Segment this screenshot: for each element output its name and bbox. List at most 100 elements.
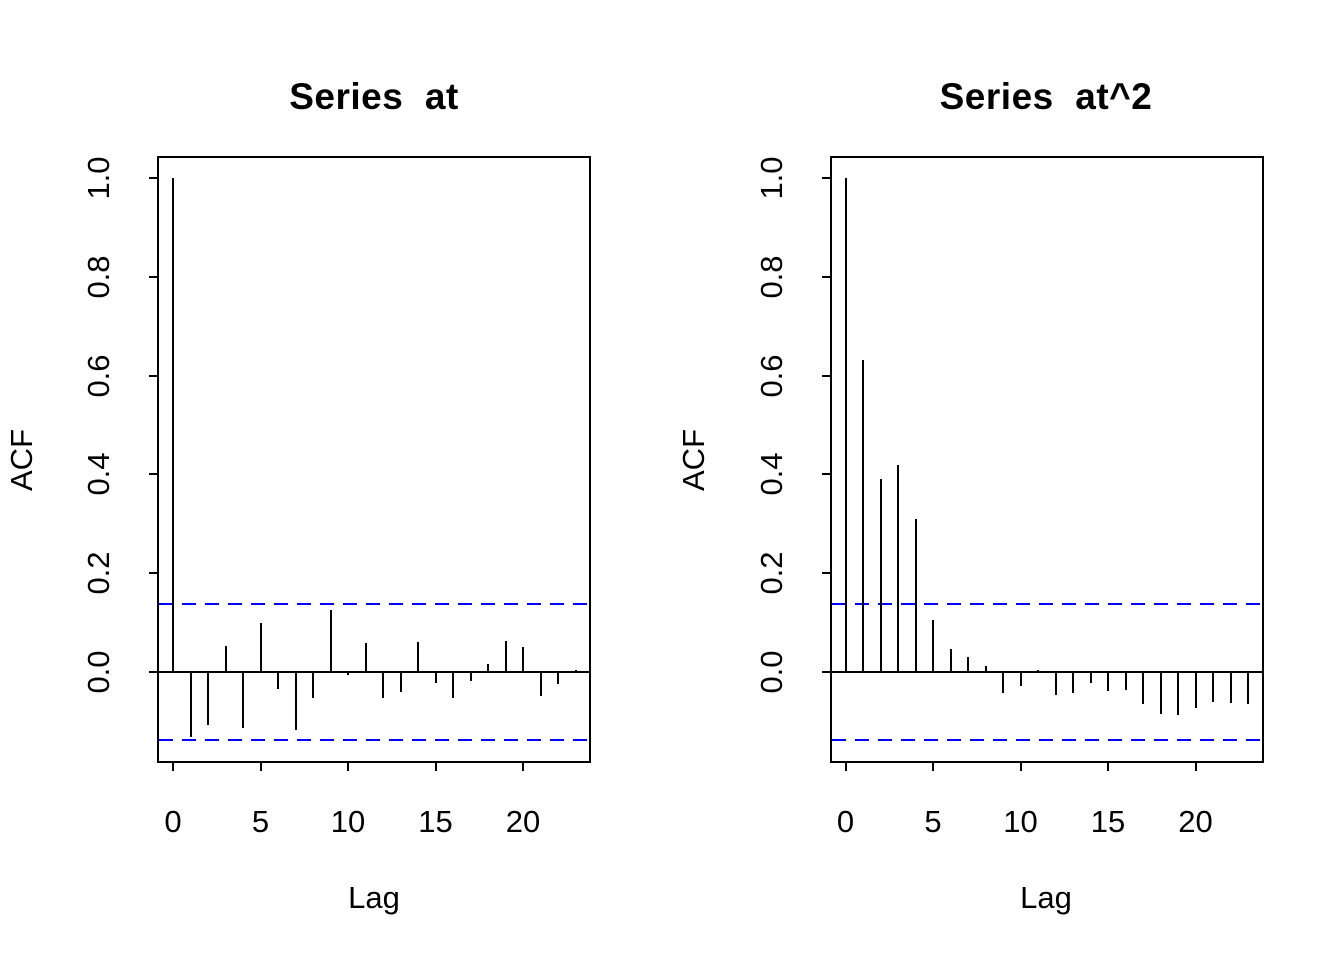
acf-bar-lag-23 (1247, 672, 1249, 705)
x-axis-title-lag: Lag (1020, 880, 1072, 915)
zero-axis-line (832, 671, 1262, 673)
y-axis-tick (822, 671, 830, 673)
acf-bar-lag-11 (1037, 670, 1039, 673)
x-axis-tick (1019, 763, 1022, 771)
x-axis-tick (932, 763, 934, 771)
x-axis-tick-label: 0 (836, 804, 855, 839)
acf-bar-lag-13 (399, 672, 402, 692)
acf-bar-lag-0 (844, 178, 847, 672)
x-axis-tick-label: 15 (418, 804, 453, 839)
acf-bar-lag-21 (1212, 672, 1214, 702)
acf-bar-lag-4 (914, 519, 917, 672)
x-axis-tick-label: 10 (330, 804, 366, 839)
plot-frame-at: 0.0 0.2 0.4 0.6 0.8 1.0 0 5 10 15 20 (81, 156, 591, 839)
acf-bar-lag-2 (879, 478, 882, 672)
y-axis-tick-label: 1.0 (81, 156, 116, 200)
y-axis-tick (149, 572, 157, 575)
acf-bar-lag-14 (417, 641, 419, 672)
acf-bar-lag-0 (172, 178, 174, 672)
acf-bar-lag-19 (1177, 672, 1179, 715)
x-axis-tick-label: 15 (1090, 804, 1126, 839)
y-axis-tick-label: 0.8 (754, 255, 789, 299)
x-axis-tick (1194, 763, 1197, 771)
y-axis-tick-label: 0.8 (81, 255, 116, 299)
x-axis-tick (844, 763, 847, 771)
confidence-band-line (832, 739, 1262, 742)
acf-bar-lag-15 (434, 672, 437, 683)
y-axis-tick-label: 0.6 (81, 354, 116, 398)
acf-bar-lag-5 (259, 622, 262, 672)
x-axis-tick-label: 5 (924, 804, 942, 839)
y-axis-title-acf: ACF (676, 429, 711, 491)
x-axis-tick-label: 20 (1178, 804, 1213, 839)
y-axis-tick (822, 374, 830, 377)
y-axis-tick (149, 671, 157, 673)
acf-bar-lag-6 (277, 672, 279, 689)
y-axis-tick-label: 0.4 (81, 452, 116, 496)
y-axis-tick (822, 275, 830, 278)
y-axis-tick-label: 1.0 (754, 156, 789, 200)
confidence-band-line (159, 739, 589, 742)
acf-bar-lag-8 (312, 672, 314, 699)
x-axis-tick (259, 763, 262, 771)
zero-axis-line (159, 671, 589, 673)
y-axis-tick (149, 275, 157, 278)
y-axis-tick (149, 473, 157, 476)
acf-bar-lag-10 (1019, 672, 1022, 686)
y-axis-tick (822, 177, 830, 179)
acf-bar-lag-13 (1072, 672, 1074, 694)
x-axis-tick (434, 763, 437, 771)
plot-title-at-squared: Series at^2 (939, 75, 1153, 117)
plot-title-at: Series at (289, 75, 459, 117)
x-axis-tick (347, 763, 349, 771)
x-axis-tick-label: 10 (1003, 804, 1038, 839)
acf-bar-lag-21 (539, 672, 542, 696)
acf-bar-lag-3 (897, 464, 899, 672)
y-axis-tick-label: 0.0 (81, 650, 116, 694)
acf-bar-lag-1 (189, 672, 192, 737)
acf-bar-lag-18 (1159, 672, 1162, 714)
acf-bar-lag-15 (1107, 672, 1109, 691)
acf-bar-lag-20 (1194, 672, 1197, 709)
acf-bar-lag-17 (1142, 672, 1144, 704)
y-axis-tick (822, 572, 830, 575)
acf-bar-lag-16 (452, 672, 454, 699)
y-axis-tick-label: 0.0 (754, 650, 789, 694)
acf-bar-lag-12 (1054, 672, 1057, 696)
x-axis-tick (172, 763, 174, 771)
acf-bar-lag-2 (207, 672, 209, 725)
acf-bar-lag-11 (364, 643, 367, 672)
acf-bar-lag-19 (504, 640, 507, 672)
y-axis-tick-label: 0.6 (754, 354, 789, 398)
acf-bar-lag-4 (242, 672, 244, 729)
confidence-band-line (832, 602, 1262, 605)
acf-bar-lag-6 (949, 649, 952, 672)
acf-bar-lag-1 (862, 359, 864, 672)
y-axis-tick (149, 177, 157, 179)
acf-bar-lag-23 (574, 670, 577, 673)
acf-bar-lag-7 (294, 672, 297, 730)
acf-bar-lag-8 (984, 666, 987, 672)
acf-bar-lag-22 (1229, 672, 1232, 704)
y-axis-tick (822, 473, 830, 476)
acf-bar-lag-9 (1002, 672, 1004, 693)
acf-bar-lag-18 (487, 664, 489, 672)
acf-bar-lag-10 (347, 672, 349, 676)
y-axis-tick-label: 0.2 (754, 551, 789, 595)
y-axis-title-acf: ACF (4, 429, 39, 491)
x-axis-tick-label: 20 (505, 804, 541, 839)
x-axis-tick (522, 763, 524, 771)
y-axis-tick-label: 0.4 (754, 452, 789, 496)
plot-frame-at-squared: 0.0 0.2 0.4 0.6 0.8 1.0 0 5 10 15 20 (754, 156, 1264, 839)
x-axis-tick-label: 0 (164, 804, 182, 839)
confidence-band-line (159, 602, 589, 605)
acf-bar-lag-7 (967, 656, 969, 672)
acf-bar-lag-20 (522, 647, 524, 672)
y-axis-tick-label: 0.2 (81, 551, 116, 595)
acf-bar-lag-17 (469, 672, 472, 681)
acf-bar-lag-12 (382, 672, 384, 699)
acf-bar-lag-22 (557, 672, 559, 685)
x-axis-tick (1107, 763, 1109, 771)
acf-bar-lag-14 (1089, 672, 1092, 684)
